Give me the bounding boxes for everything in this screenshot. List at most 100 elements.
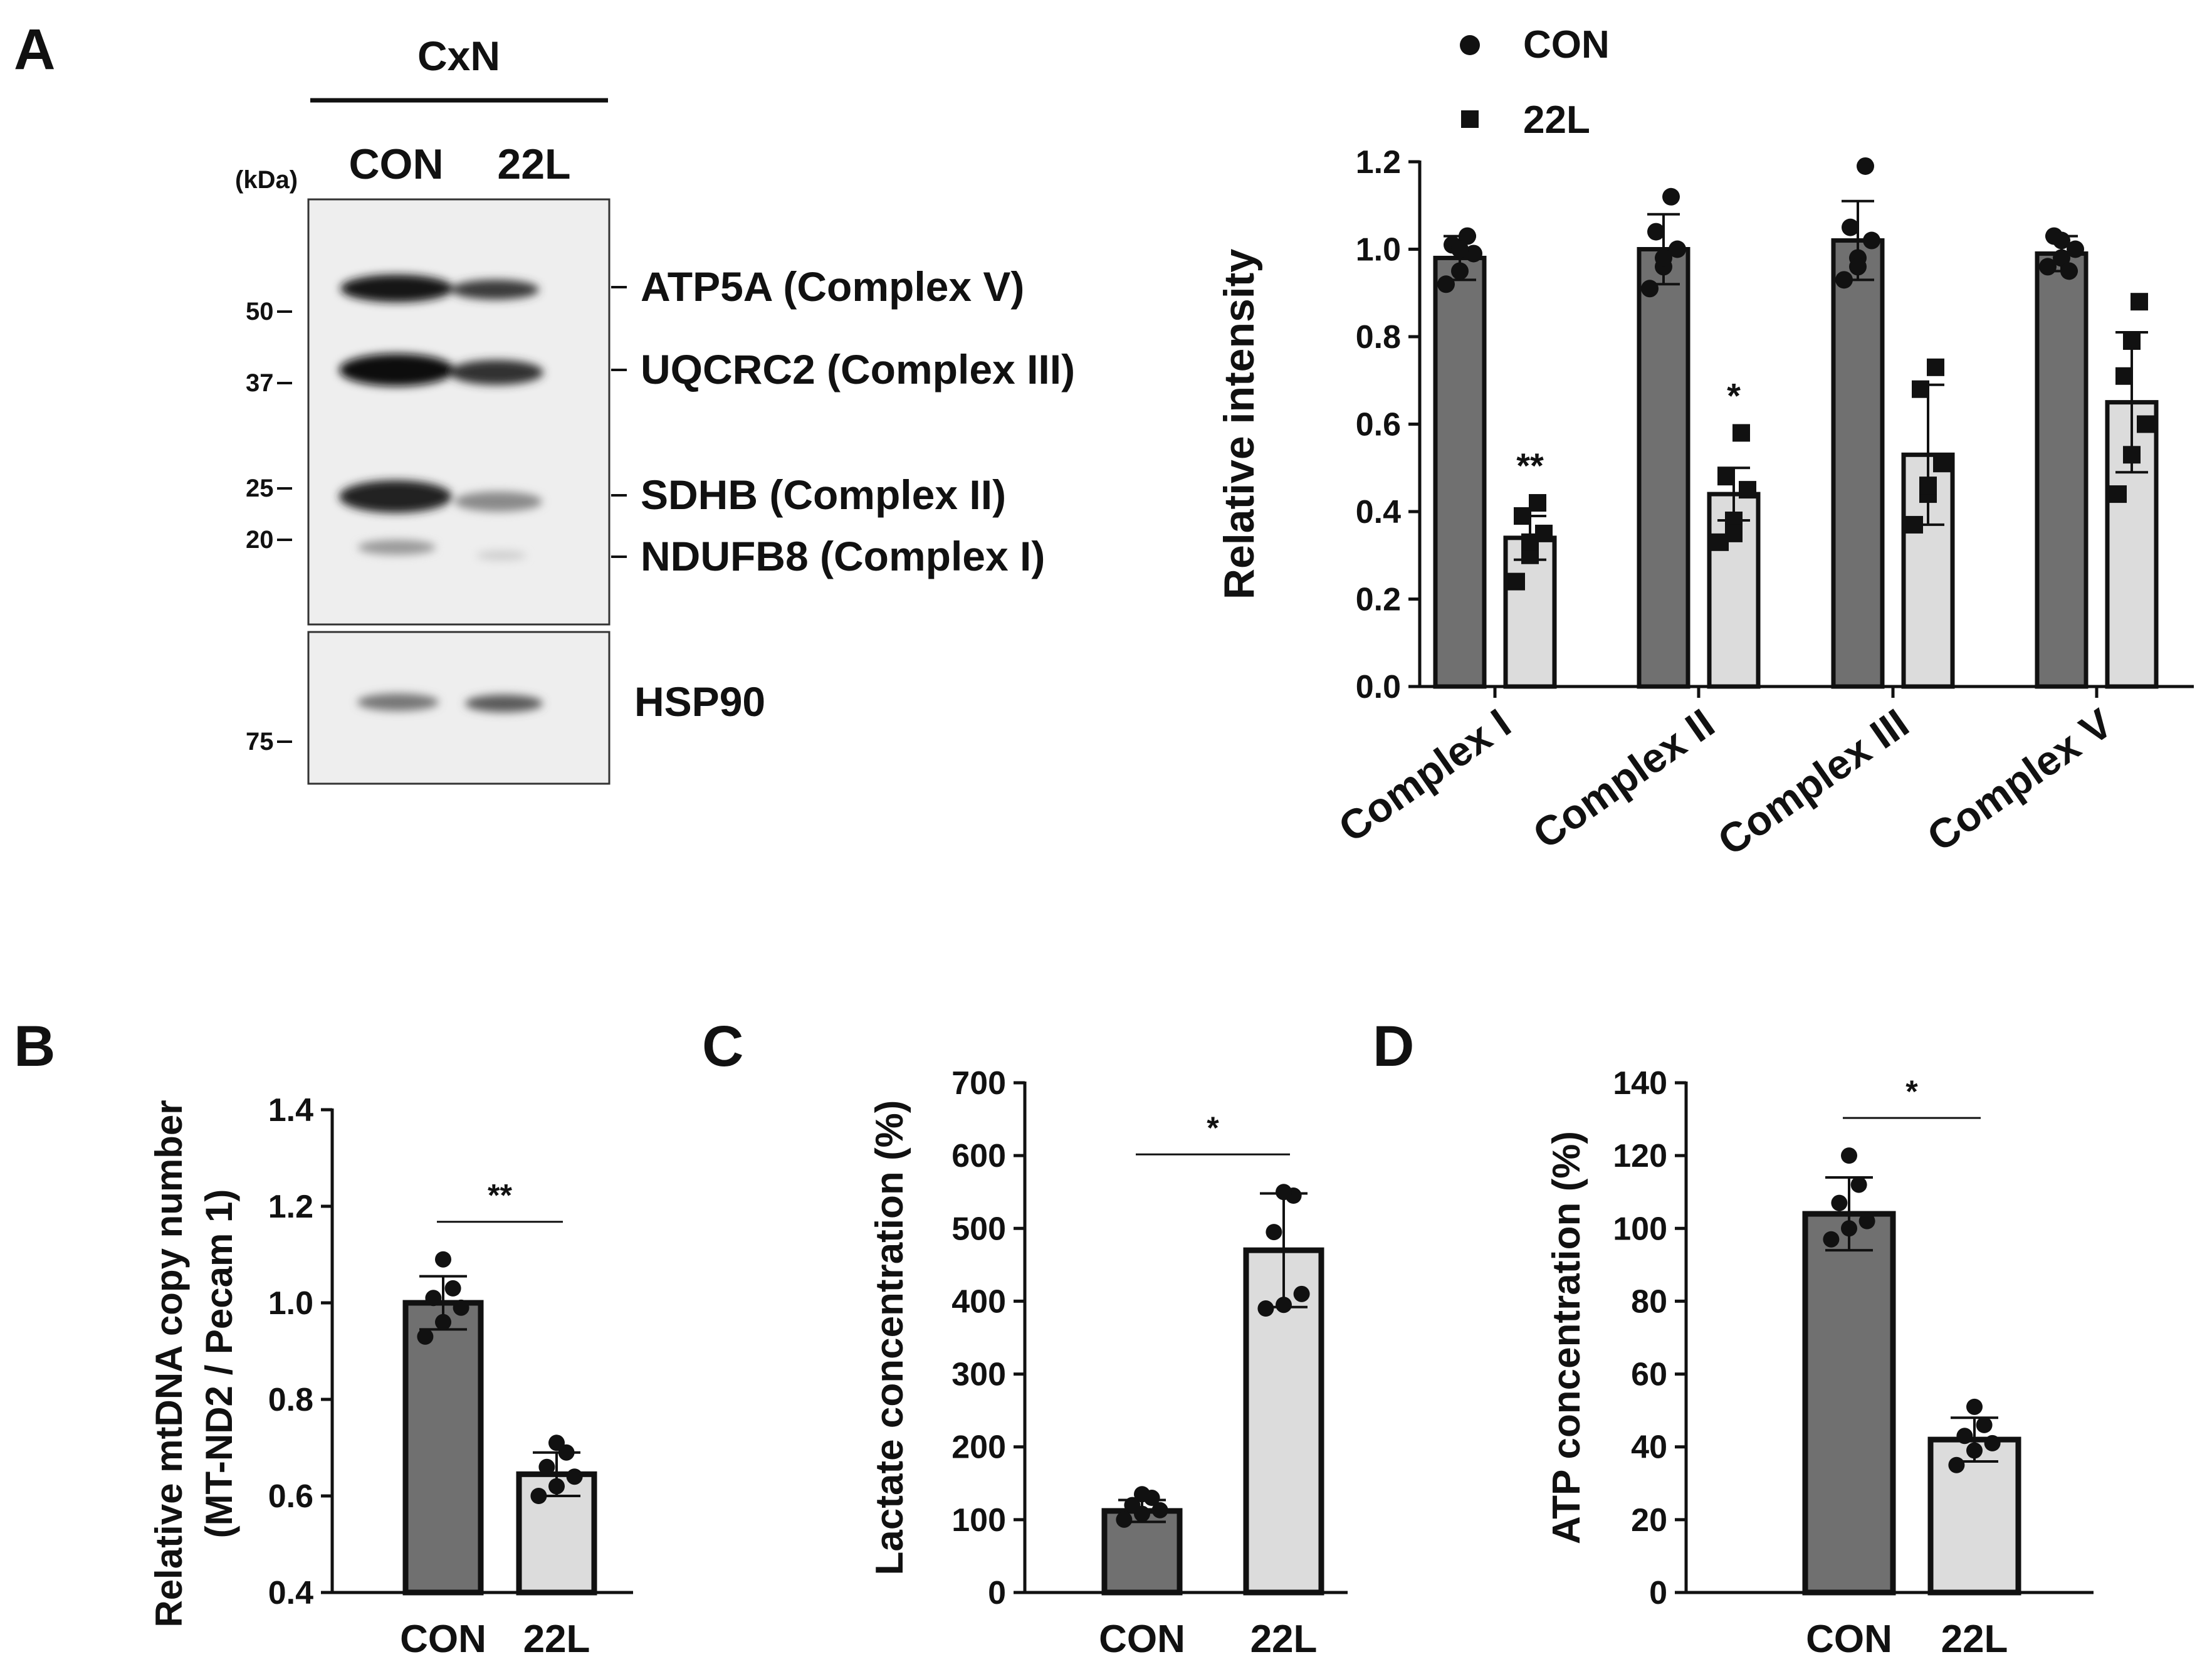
data-point xyxy=(1863,232,1880,250)
marker-25: 25 xyxy=(246,475,274,502)
data-point xyxy=(1507,573,1525,591)
y-tick-label: 60 xyxy=(1631,1357,1667,1393)
data-point xyxy=(2123,446,2141,463)
data-point xyxy=(1984,1435,2001,1451)
significance-mark: * xyxy=(1905,1074,1918,1109)
legend-marker-22l xyxy=(1461,110,1479,128)
data-point xyxy=(1294,1286,1310,1302)
x-tick-label: 22L xyxy=(523,1618,590,1661)
y-tick-label: 400 xyxy=(951,1283,1006,1320)
band-atp5a-con xyxy=(340,275,453,302)
data-point xyxy=(1841,1147,1857,1164)
band-ndufb8-22l xyxy=(476,550,527,561)
x-tick-label: Complex V xyxy=(1919,700,2120,860)
y-tick-label: 0.4 xyxy=(268,1575,313,1611)
data-point xyxy=(445,1280,461,1297)
marker-50: 50 xyxy=(246,298,274,325)
data-point xyxy=(2115,367,2133,385)
panel-letter-a: A xyxy=(14,18,55,82)
data-point xyxy=(2137,416,2154,433)
y-tick-label: 0 xyxy=(988,1575,1006,1611)
band-sdhb-22l xyxy=(454,492,542,512)
y-tick-label: 0.6 xyxy=(1356,407,1401,443)
data-point xyxy=(1966,1443,1983,1459)
data-point xyxy=(1437,275,1455,293)
data-point xyxy=(530,1488,547,1504)
significance-mark: * xyxy=(1727,376,1741,415)
marker-20: 20 xyxy=(246,526,274,554)
data-point xyxy=(1521,534,1539,551)
y-axis-label: Relative intensity xyxy=(1215,249,1263,599)
data-point xyxy=(425,1290,441,1306)
bar-con xyxy=(1639,250,1688,687)
data-point xyxy=(1842,219,1859,236)
data-point xyxy=(1956,1428,1973,1444)
data-point xyxy=(2053,232,2070,250)
y-axis-label: ATP concentration (%) xyxy=(1545,1131,1588,1544)
y-tick-label: 1.0 xyxy=(268,1285,313,1322)
band-hsp90-con xyxy=(357,693,439,711)
lane-label-22l: 22L xyxy=(497,140,570,188)
data-point xyxy=(1851,1177,1867,1193)
data-point xyxy=(548,1434,565,1451)
significance-mark: ** xyxy=(1516,446,1544,485)
data-point xyxy=(1451,262,1469,280)
sample-group-label: CxN xyxy=(417,33,500,79)
chart-d-atp: 020406080100120140CON 22L*ATP concentrati… xyxy=(1545,1065,2094,1661)
x-tick-label: CON xyxy=(400,1618,486,1661)
y-axis-label: Relative mtDNA copy number xyxy=(148,1100,190,1627)
data-point xyxy=(1116,1512,1132,1528)
y-tick-label: 120 xyxy=(1613,1138,1667,1174)
band-label-uqcrc2: UQCRC2 (Complex III) xyxy=(641,346,1075,392)
legend-marker-con xyxy=(1460,35,1480,55)
y-tick-label: 0.4 xyxy=(1356,494,1401,530)
bar-con xyxy=(1435,258,1484,687)
panel-letter-c: C xyxy=(702,1014,743,1078)
legend: CON 22L xyxy=(1460,23,1610,142)
data-point xyxy=(1823,1231,1839,1248)
data-point xyxy=(1451,241,1469,258)
marker-37: 37 xyxy=(246,369,274,397)
data-point xyxy=(1841,1220,1857,1236)
chart-c-lactate: 0100200300400500600700CON 22L*Lactate con… xyxy=(868,1065,1348,1661)
band-label-atp5a: ATP5A (Complex V) xyxy=(641,263,1024,310)
data-point xyxy=(1514,507,1531,525)
y-tick-label: 0 xyxy=(1649,1575,1667,1611)
y-tick-label: 0.6 xyxy=(268,1478,313,1515)
data-point xyxy=(1919,476,1937,494)
y-tick-label: 1.2 xyxy=(268,1189,313,1225)
data-point xyxy=(1662,188,1680,206)
data-point xyxy=(1655,249,1672,266)
data-point xyxy=(1134,1486,1150,1502)
data-point xyxy=(548,1478,565,1495)
data-point xyxy=(2123,332,2141,350)
y-tick-label: 80 xyxy=(1631,1283,1667,1320)
data-point xyxy=(1905,516,1923,534)
y-tick-label: 100 xyxy=(951,1502,1006,1539)
data-point xyxy=(1647,223,1665,241)
y-tick-label: 1.2 xyxy=(1356,144,1401,181)
bar-con xyxy=(1833,241,1882,687)
blot-membrane-top xyxy=(308,199,609,624)
data-point xyxy=(1725,525,1743,542)
legend-label-con: CON xyxy=(1523,23,1610,66)
data-point xyxy=(2060,262,2078,280)
y-axis-label: Lactate concentration (%) xyxy=(868,1100,911,1576)
data-point xyxy=(1849,258,1867,275)
y-tick-label: 0.0 xyxy=(1356,669,1401,705)
significance-mark: * xyxy=(1207,1110,1219,1145)
significance-mark: ** xyxy=(488,1178,512,1213)
data-point xyxy=(1641,280,1659,297)
data-point xyxy=(1739,481,1756,498)
y-tick-label: 0.8 xyxy=(268,1382,313,1418)
panel-letter-b: B xyxy=(14,1014,55,1078)
data-point xyxy=(1927,359,1944,376)
x-tick-label: 22L xyxy=(1250,1618,1318,1661)
bar-con xyxy=(406,1303,481,1592)
x-tick-label: Complex II xyxy=(1524,700,1722,858)
data-point xyxy=(1831,1195,1847,1211)
data-point xyxy=(1912,381,1929,398)
band-uqcrc2-con xyxy=(339,354,454,386)
data-point xyxy=(2109,485,2127,503)
